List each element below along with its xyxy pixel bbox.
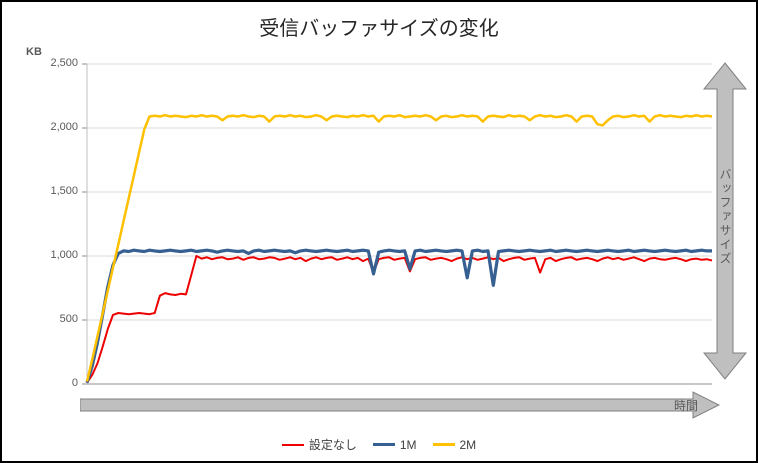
series-line-1M [85, 248, 712, 384]
legend-swatch [372, 442, 395, 447]
legend-item: 設定なし [281, 436, 357, 453]
buffer-size-arrow [703, 62, 747, 380]
y-tick-label: 0 [71, 377, 78, 389]
y-tick-label: 1,000 [50, 249, 78, 261]
legend-swatch [281, 443, 304, 446]
chart-title: 受信バッファサイズの変化 [259, 18, 499, 40]
y-tick-label: 2,500 [50, 57, 78, 69]
time-arrow [80, 391, 720, 419]
buffer-size-arrow-label: バッファサイズ [718, 168, 732, 266]
legend-label: 2M [459, 437, 477, 452]
y-tick-label: 500 [59, 313, 78, 325]
legend-item: 1M [372, 437, 417, 452]
vertical-double-arrow-icon [703, 62, 747, 380]
legend-label: 1M [399, 437, 417, 452]
right-arrow-icon [80, 391, 720, 419]
time-arrow-label: 時間 [674, 399, 699, 413]
legend-label: 設定なし [308, 438, 357, 452]
legend-item: 2M [432, 437, 477, 452]
y-axis-unit-label: KB [26, 46, 42, 58]
plot-svg [82, 63, 713, 385]
series-line-2M [85, 113, 713, 382]
legend-swatch [432, 443, 455, 446]
y-tick-label: 1,500 [50, 185, 78, 197]
series-line-設定なし [86, 255, 713, 384]
legend: 設定なし 1M 2M [2, 436, 756, 453]
y-tick-label: 2,000 [50, 121, 78, 133]
